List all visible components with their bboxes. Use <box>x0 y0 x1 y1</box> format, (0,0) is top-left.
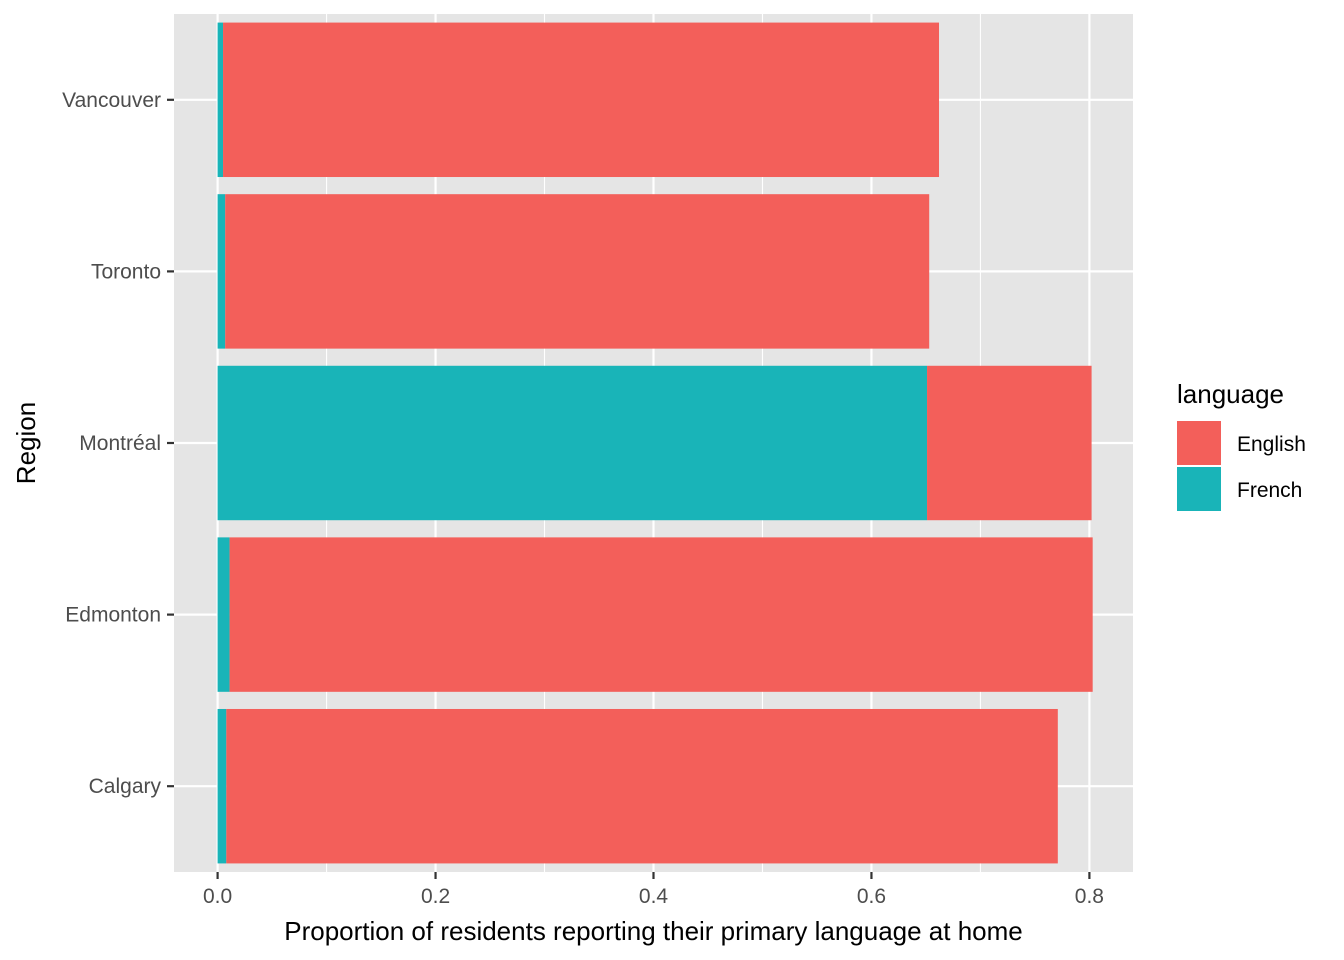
legend-title: language <box>1177 379 1284 409</box>
y-tick-label: Calgary <box>89 775 162 798</box>
legend-key-english <box>1177 421 1221 465</box>
legend-key-french <box>1177 467 1221 511</box>
legend-entries: English French <box>1177 421 1306 511</box>
legend-label-english: English <box>1237 433 1306 456</box>
bar-english-vancouver <box>223 22 940 178</box>
x-tick-label: 0.6 <box>857 885 886 908</box>
bar-french-vancouver <box>217 22 224 178</box>
x-tick-label: 0.4 <box>639 885 669 908</box>
x-tick-label: 0.0 <box>203 885 232 908</box>
x-tick-label: 0.8 <box>1075 885 1104 908</box>
legend: language English French <box>1177 379 1306 511</box>
bar-french-calgary <box>217 708 227 864</box>
legend-label-french: French <box>1237 479 1302 502</box>
bar-french-edmonton <box>217 537 230 692</box>
bar-english-edmonton <box>229 537 1093 692</box>
y-tick-label: Montréal <box>79 432 161 455</box>
bar-french-toronto <box>217 194 226 349</box>
bar-english-toronto <box>225 194 930 349</box>
bars-layer <box>217 22 1093 864</box>
y-axis: Calgary Edmonton Montréal Toronto Vancouver <box>62 89 174 798</box>
x-tick-label: 0.2 <box>421 885 450 908</box>
bar-english-montr-al <box>927 365 1092 521</box>
bar-french-montr-al <box>217 365 928 521</box>
y-tick-label: Toronto <box>91 260 161 283</box>
x-axis-title: Proportion of residents reporting their … <box>284 916 1023 946</box>
y-axis-title: Region <box>11 402 41 484</box>
y-tick-label: Edmonton <box>65 604 161 627</box>
x-axis: 0.0 0.2 0.4 0.6 0.8 <box>203 872 1104 908</box>
y-tick-label: Vancouver <box>62 89 161 112</box>
bar-english-calgary <box>226 708 1058 864</box>
